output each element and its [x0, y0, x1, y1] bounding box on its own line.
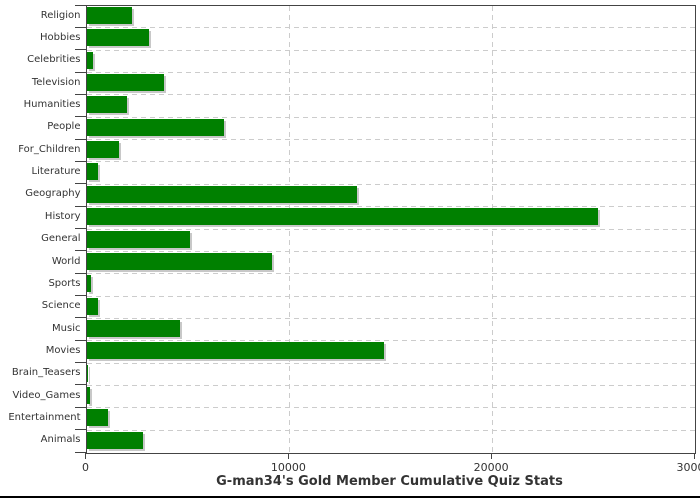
bottom-border-line: [0, 496, 700, 498]
y-axis-tick: [74, 138, 86, 140]
bar-hobbies: [86, 29, 150, 47]
horizontal-gridline: [86, 94, 695, 96]
category-label: Television: [31, 76, 81, 88]
x-tick-label: 10000: [270, 461, 306, 474]
horizontal-gridline: [86, 317, 695, 319]
horizontal-gridline: [86, 295, 695, 297]
category-label: Entertainment: [8, 411, 81, 423]
category-label: Humanities: [23, 99, 81, 111]
category-label: Celebrities: [27, 54, 81, 66]
category-label: Movies: [45, 344, 81, 356]
y-axis-tick: [74, 406, 86, 408]
y-axis-tick: [74, 160, 86, 162]
horizontal-gridline: [86, 429, 695, 431]
bar-general: [86, 230, 191, 248]
bar-video-games: [86, 386, 90, 404]
bar-humanities: [86, 96, 127, 114]
category-label: Brain_Teasers: [11, 367, 81, 379]
x-axis-tick: [693, 452, 695, 459]
horizontal-gridline: [86, 250, 695, 252]
x-axis-tick: [490, 452, 492, 459]
horizontal-gridline: [86, 49, 695, 51]
x-axis-tick: [85, 452, 86, 459]
y-axis-tick: [74, 26, 86, 28]
category-label: General: [41, 233, 81, 245]
y-axis-tick: [74, 295, 86, 297]
bar-history: [86, 208, 598, 226]
horizontal-gridline: [86, 407, 695, 409]
category-label: Hobbies: [40, 32, 81, 44]
category-label: Science: [41, 300, 81, 312]
horizontal-gridline: [86, 206, 695, 208]
y-axis-tick: [74, 183, 86, 185]
bar-entertainment: [86, 409, 109, 427]
y-axis-tick: [74, 272, 86, 274]
y-axis-tick: [74, 384, 86, 386]
y-axis-tick: [74, 250, 86, 252]
category-label: People: [47, 121, 81, 133]
horizontal-gridline: [86, 183, 695, 185]
category-label: Sports: [48, 277, 81, 289]
category-label: History: [44, 210, 81, 222]
bar-music: [86, 319, 181, 337]
horizontal-gridline: [86, 340, 695, 342]
bar-science: [86, 297, 99, 315]
category-label: Religion: [40, 9, 81, 21]
horizontal-gridline: [86, 228, 695, 230]
horizontal-gridline: [86, 139, 695, 141]
bar-religion: [86, 7, 132, 24]
x-axis-tick: [287, 452, 289, 459]
bar-movies: [86, 342, 385, 360]
category-label: Music: [52, 322, 81, 334]
y-axis-tick: [74, 362, 86, 364]
horizontal-gridline: [86, 384, 695, 386]
y-axis-tick: [74, 116, 86, 118]
category-label: World: [51, 255, 81, 267]
category-label: Geography: [25, 188, 81, 200]
plot-area: [85, 4, 696, 454]
horizontal-gridline: [86, 116, 695, 118]
y-axis-tick: [74, 4, 86, 6]
y-axis-tick: [74, 317, 86, 319]
horizontal-gridline: [86, 273, 695, 275]
bar-sports: [86, 275, 91, 293]
y-axis-tick: [74, 228, 86, 229]
bar-literature: [86, 163, 98, 181]
y-axis-tick: [74, 205, 86, 207]
y-axis-tick: [74, 71, 86, 73]
horizontal-gridline: [86, 362, 695, 364]
category-label: Literature: [31, 166, 81, 178]
x-tick-label: 30000: [676, 461, 700, 474]
horizontal-gridline: [86, 27, 695, 29]
y-axis-tick: [74, 429, 86, 431]
bar-people: [86, 118, 225, 136]
horizontal-gridline: [86, 72, 695, 74]
y-axis-tick: [74, 49, 86, 51]
category-label: For_Children: [18, 143, 81, 155]
x-tick-label: 0: [82, 461, 89, 474]
bar-for-children: [86, 141, 120, 159]
x-tick-label: 20000: [473, 461, 509, 474]
category-label: Animals: [40, 434, 81, 446]
chart-title: G-man34's Gold Member Cumulative Quiz St…: [216, 474, 563, 489]
category-label: Video_Games: [12, 389, 81, 401]
bar-animals: [86, 431, 144, 449]
y-axis-tick: [74, 451, 86, 453]
bar-television: [86, 74, 165, 92]
bar-brain-teasers: [86, 364, 88, 382]
horizontal-gridline: [86, 161, 695, 163]
bar-geography: [86, 185, 357, 203]
bar-celebrities: [86, 51, 94, 69]
bar-world: [86, 252, 272, 270]
y-axis-tick: [74, 93, 86, 95]
y-axis-tick: [74, 339, 86, 341]
